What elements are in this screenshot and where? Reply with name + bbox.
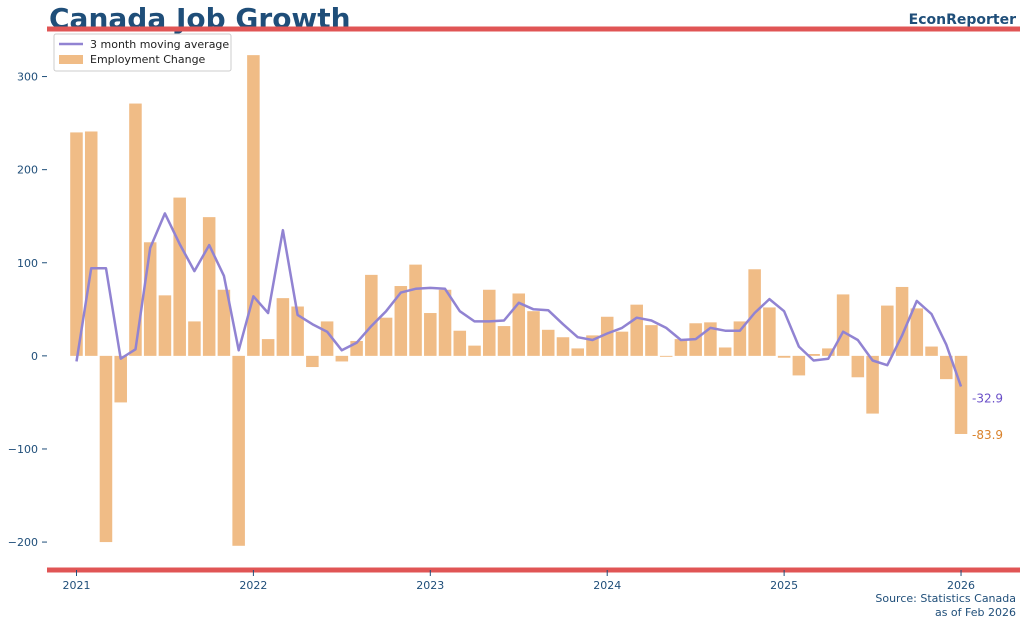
employment-change-bar — [438, 289, 452, 356]
employment-change-bar — [424, 313, 437, 356]
employment-change-bar — [881, 305, 894, 356]
employment-change-bar — [173, 197, 186, 356]
y-tick-label: 0 — [31, 350, 38, 363]
employment-change-bar — [70, 132, 83, 356]
x-axis: 2021 2022 2023 2024 2025 2026 — [62, 570, 975, 592]
employment-change-bar — [261, 339, 275, 356]
x-tick-label: 2022 — [239, 579, 267, 592]
employment-change-bar — [497, 326, 511, 356]
employment-change-bar — [615, 331, 629, 356]
employment-change-bar — [188, 321, 201, 356]
employment-change-bar — [232, 355, 245, 546]
brand-name: EconReporter — [908, 12, 1016, 28]
employment-change-bar — [129, 103, 142, 356]
employment-change-bar — [925, 346, 938, 356]
employment-change-bar — [394, 286, 408, 356]
employment-change-bar — [940, 355, 953, 380]
employment-change-bar — [468, 345, 481, 356]
y-tick-label: −100 — [8, 443, 38, 456]
employment-change-bar — [158, 295, 172, 356]
employment-change-bar — [866, 355, 879, 414]
employment-change-bar — [365, 274, 378, 356]
y-tick-label: −200 — [8, 536, 38, 549]
employment-change-bar — [541, 329, 555, 356]
x-tick-label: 2023 — [416, 579, 444, 592]
y-tick-label: 100 — [17, 257, 38, 270]
employment-change-bar — [571, 348, 584, 356]
employment-change-bar — [527, 311, 540, 356]
employment-change-bars — [70, 55, 968, 546]
employment-change-bar — [645, 325, 658, 356]
legend: 3 month moving average Employment Change — [53, 33, 232, 72]
y-axis: 300 200 100 0 −100 −200 — [8, 71, 47, 549]
legend-employment-change-swatch — [59, 55, 83, 64]
employment-change-bar — [99, 355, 113, 543]
x-tick-label: 2021 — [62, 579, 90, 592]
employment-change-bar — [777, 355, 791, 358]
employment-change-bar — [630, 304, 643, 356]
employment-change-bar — [453, 330, 467, 356]
employment-change-bar — [202, 217, 216, 356]
employment-change-bar — [512, 293, 526, 356]
x-tick-label: 2024 — [593, 579, 621, 592]
employment-change-bar — [718, 347, 732, 356]
employment-change-bar — [807, 354, 820, 356]
employment-change-bar — [822, 348, 835, 356]
employment-change-bar — [659, 355, 673, 357]
employment-change-bar — [851, 355, 865, 378]
source-line: Source: Statistics Canada — [875, 592, 1016, 605]
legend-employment-change-label: Employment Change — [90, 53, 206, 66]
y-tick-label: 300 — [17, 71, 38, 84]
employment-change-bar — [84, 131, 98, 356]
legend-moving-average-label: 3 month moving average — [90, 38, 229, 51]
legend-box — [53, 33, 232, 72]
employment-change-bar — [954, 355, 968, 434]
moving-average-line — [75, 212, 963, 387]
employment-change-bar — [556, 337, 570, 356]
employment-change-bar — [895, 286, 909, 356]
employment-change-bar — [600, 316, 614, 356]
as-of-line: as of Feb 2026 — [934, 606, 1016, 619]
employment-change-bar — [763, 307, 776, 356]
employment-change-end-label: -83.9 — [972, 428, 1003, 442]
employment-change-bar — [114, 355, 127, 403]
x-tick-label: 2026 — [947, 579, 975, 592]
employment-change-bar — [910, 308, 924, 356]
employment-change-bar — [792, 355, 806, 376]
employment-change-bar — [409, 264, 422, 356]
moving-average-end-label: -32.9 — [972, 391, 1003, 405]
employment-change-bar — [217, 289, 231, 356]
employment-change-bar — [674, 339, 688, 356]
employment-change-bar — [836, 294, 850, 356]
y-tick-label: 200 — [17, 164, 38, 177]
employment-change-bar — [379, 317, 393, 356]
source-note: Source: Statistics Canada as of Feb 2026 — [875, 592, 1016, 620]
employment-change-bar — [306, 355, 319, 368]
employment-change-bar — [276, 298, 290, 356]
employment-change-bar — [247, 55, 260, 356]
employment-change-bar — [291, 306, 304, 356]
employment-change-bar — [335, 355, 349, 362]
employment-change-bar — [483, 289, 496, 356]
x-tick-label: 2025 — [770, 579, 798, 592]
employment-change-bar — [143, 242, 157, 356]
